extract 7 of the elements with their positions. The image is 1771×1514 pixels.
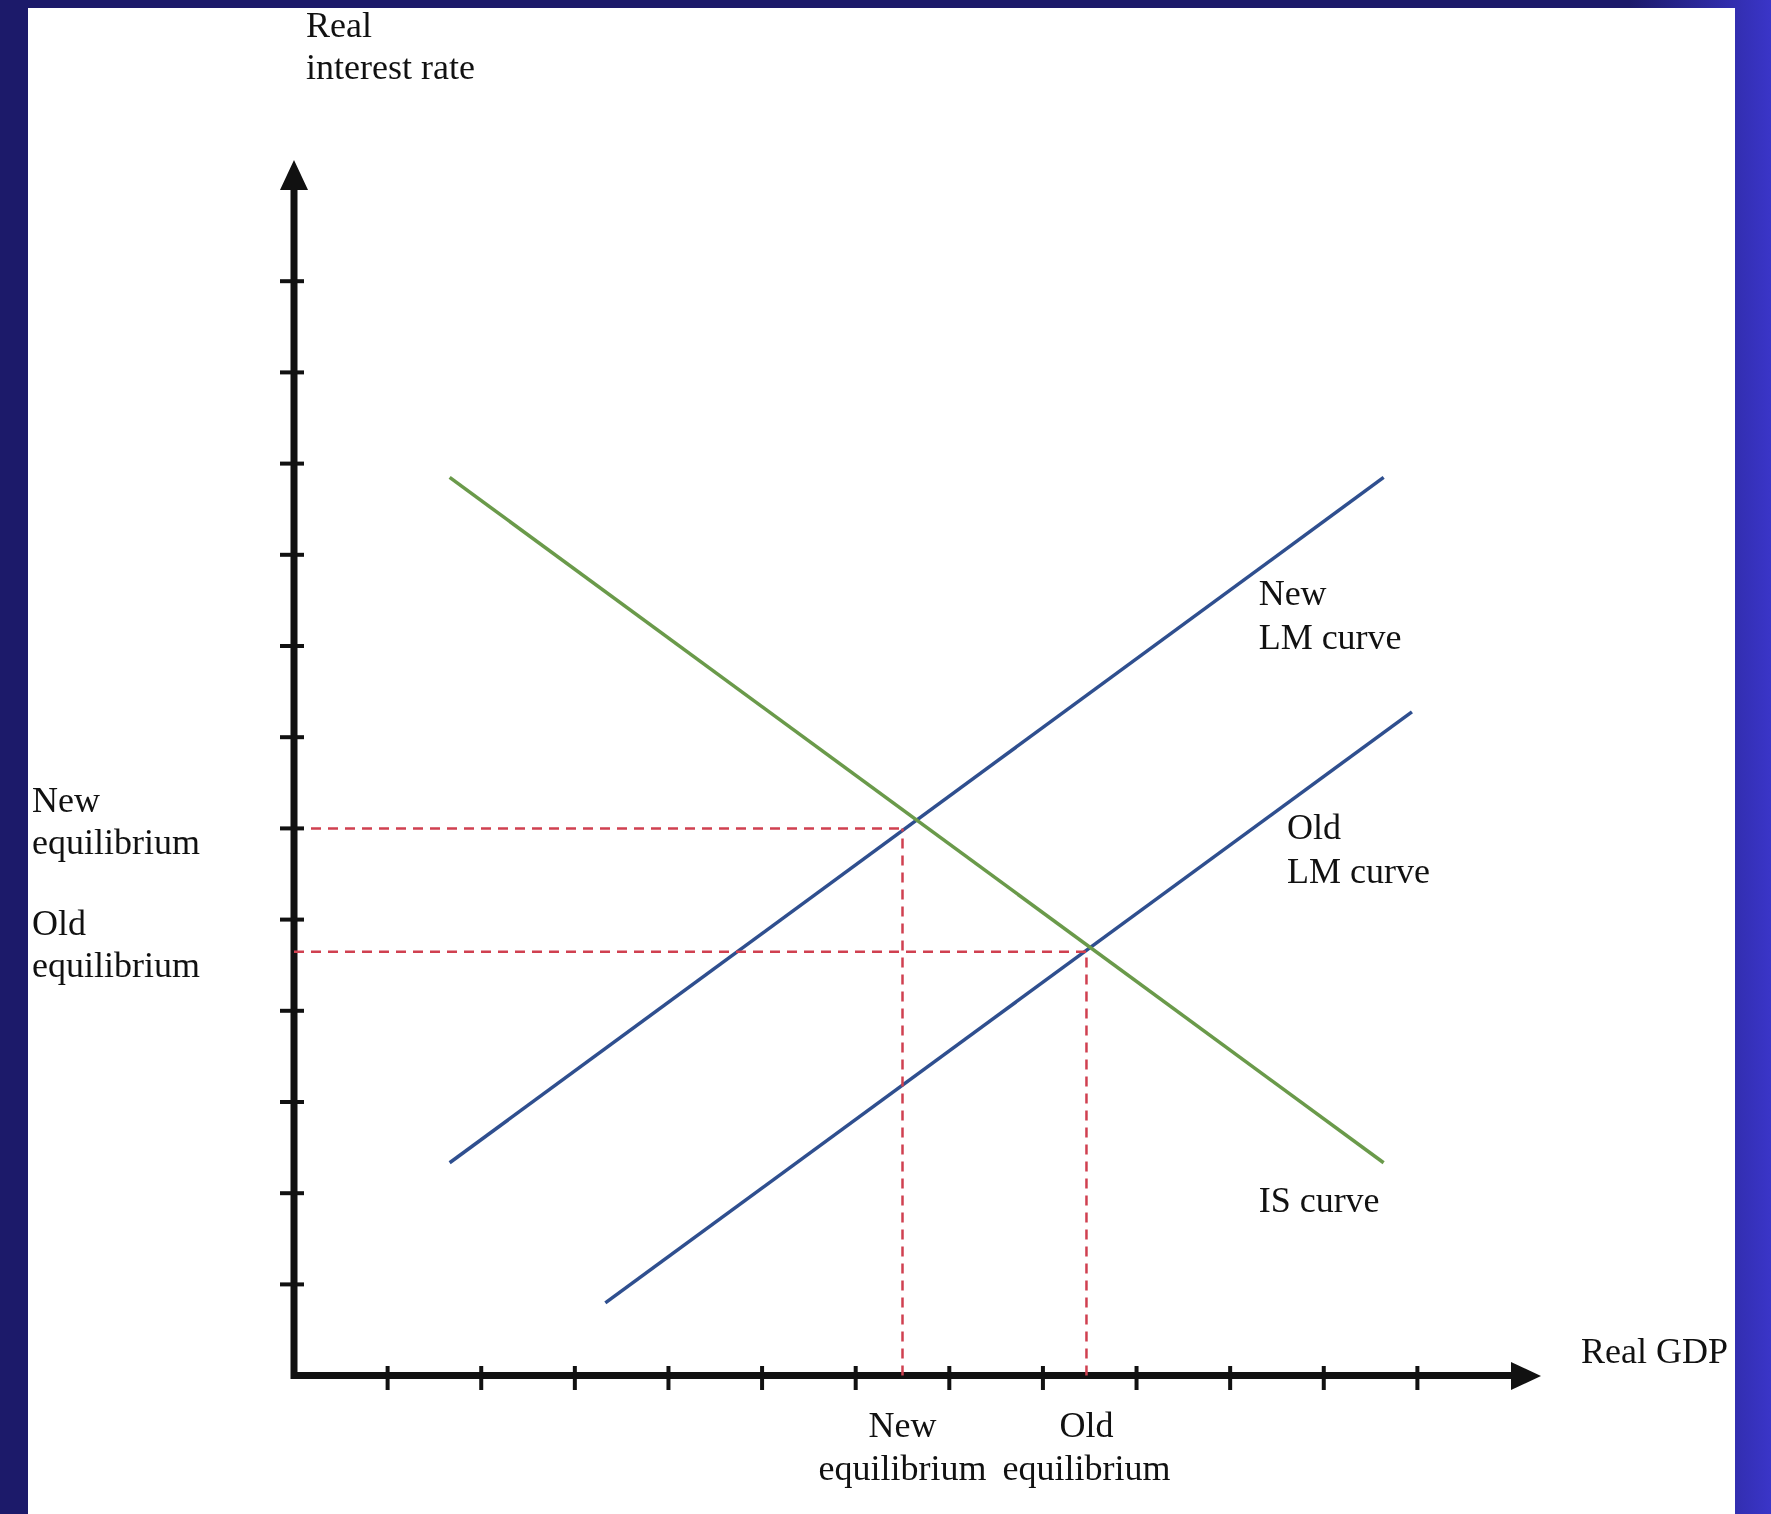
x-axis-title: Real GDP [1581,1331,1728,1372]
series-label: Old LM curve [1286,807,1430,892]
series-label: IS curve [1258,1180,1380,1221]
ref-line-label: Old equilibrium [32,903,200,986]
ref-line-label: New equilibrium [32,780,200,863]
text: Real interest rate [306,5,475,88]
series-label: New LM curve [1258,572,1402,657]
